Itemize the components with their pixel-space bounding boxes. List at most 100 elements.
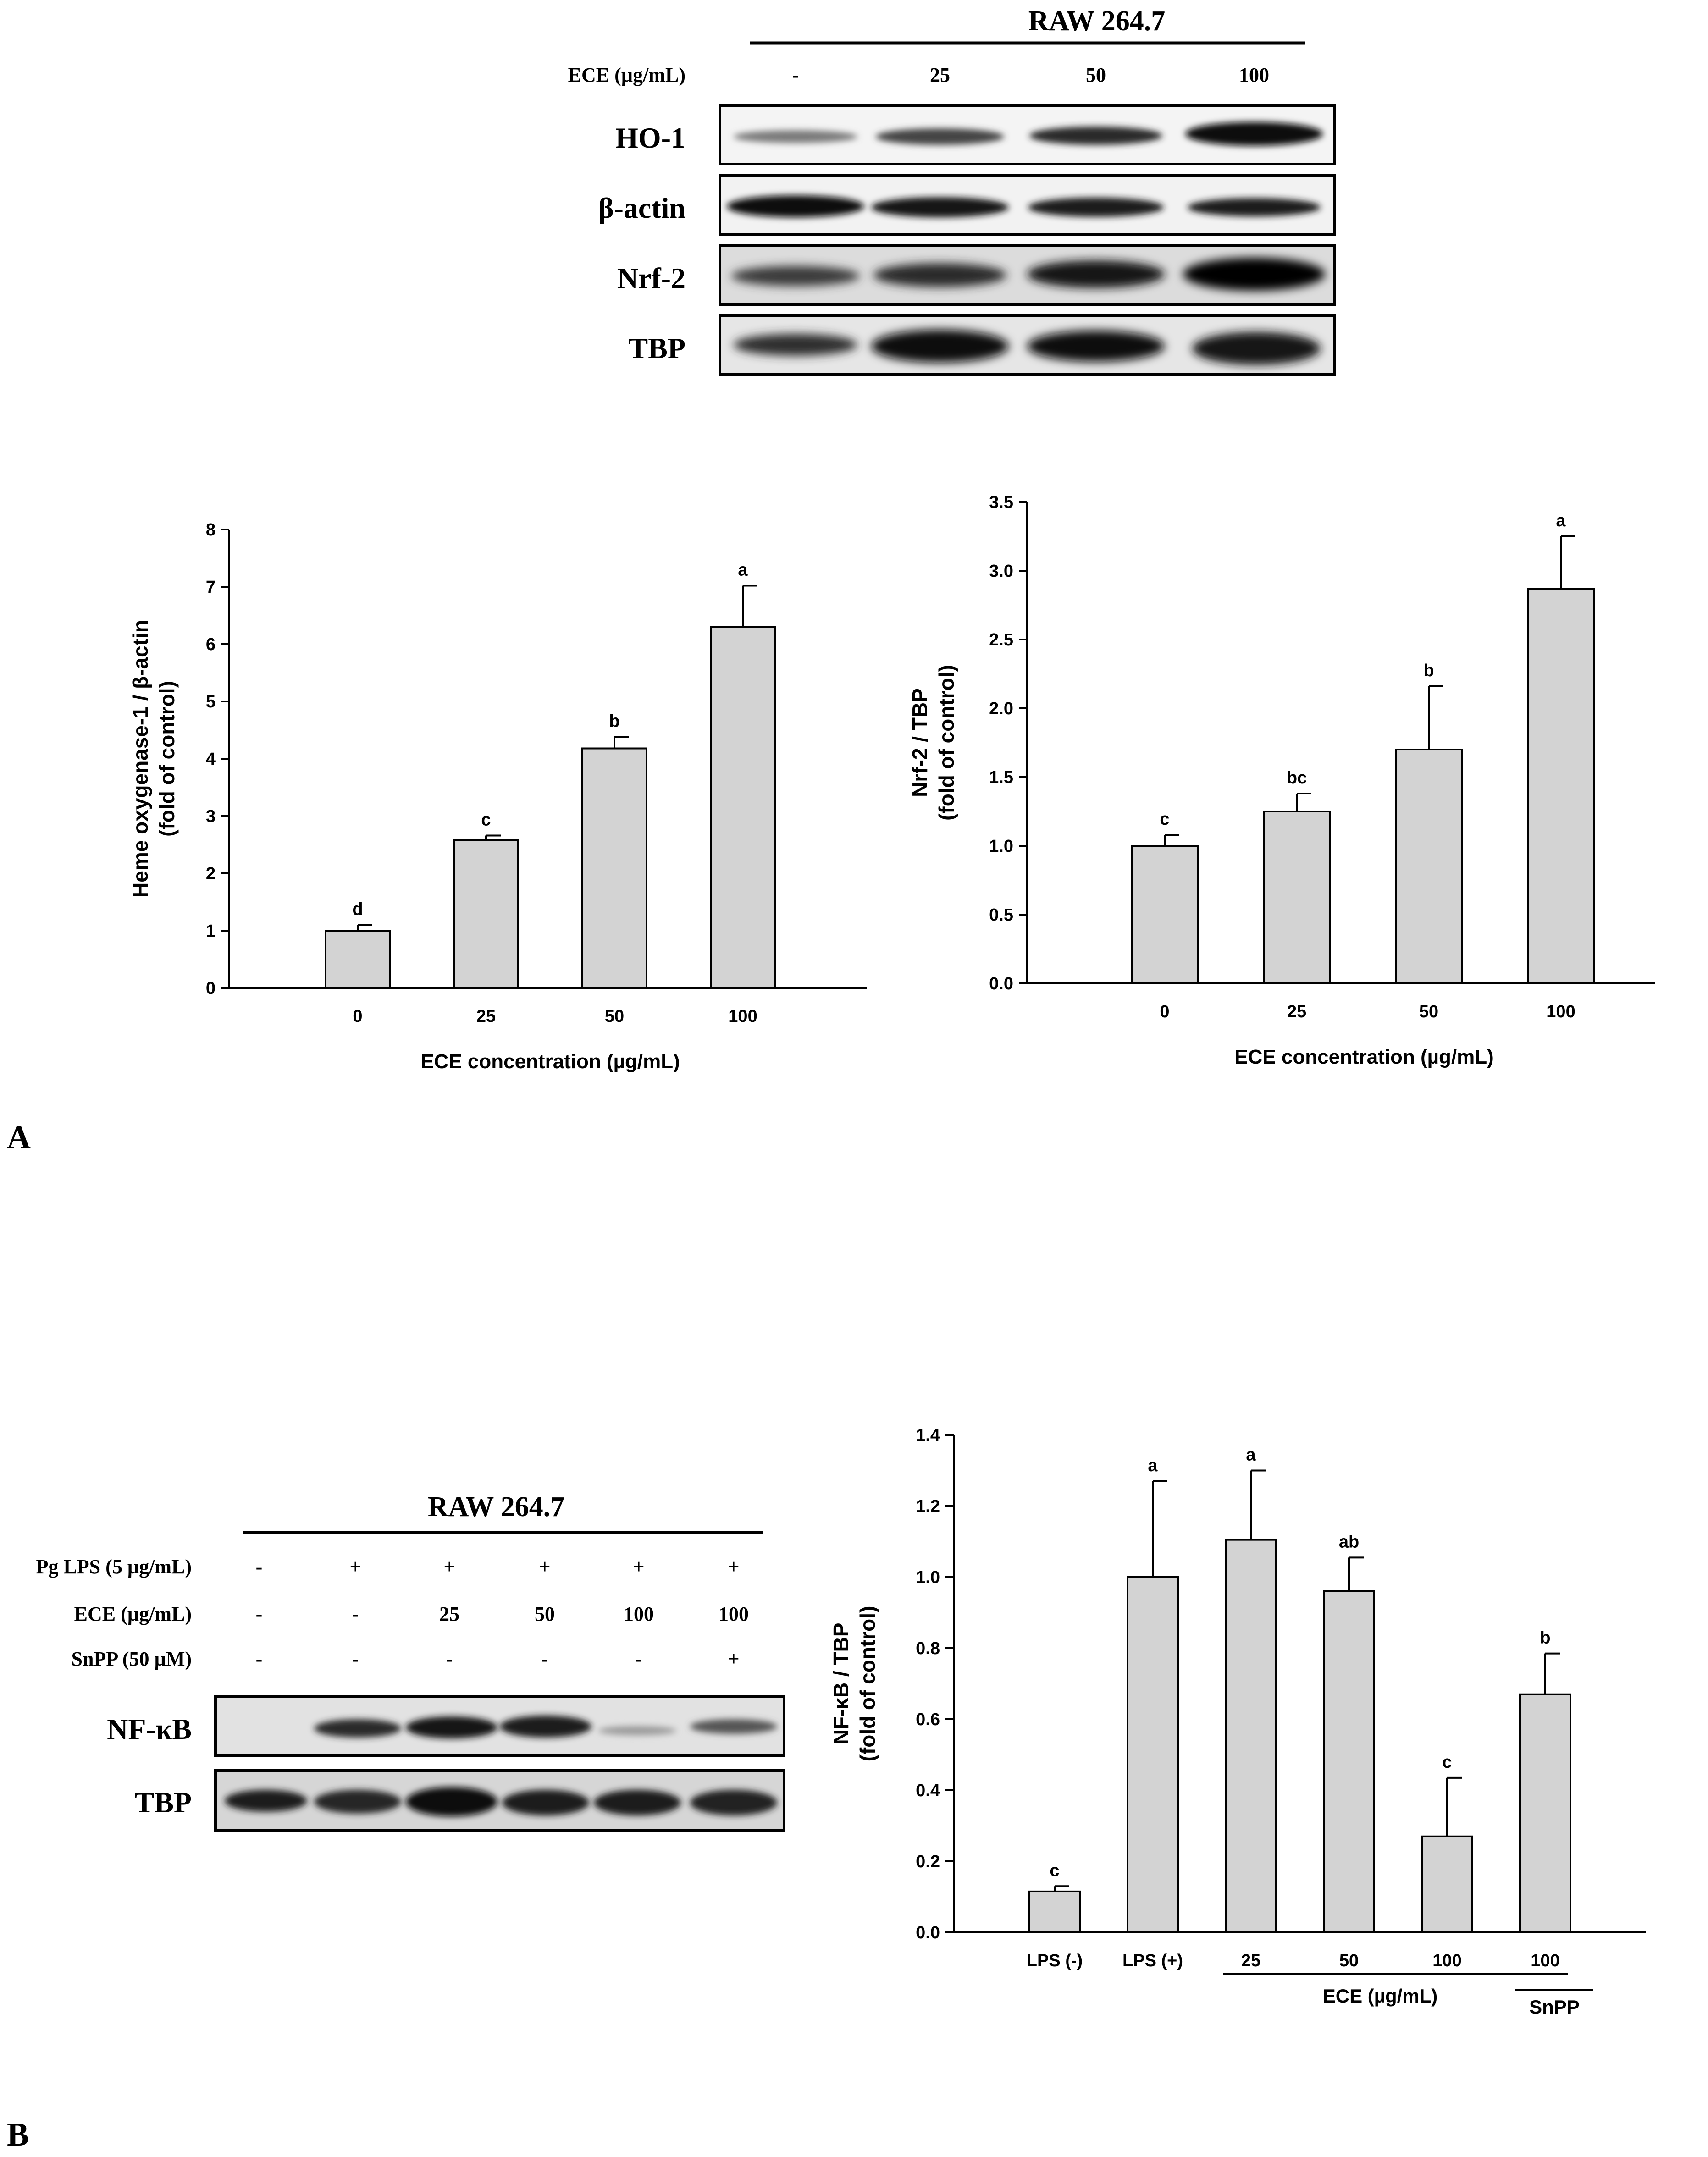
bar (453, 839, 519, 989)
significance-letter: b (1540, 1628, 1550, 1648)
band (1188, 198, 1321, 216)
y-tick-label: 1.0 (916, 1568, 940, 1587)
chart-ho1-beta-actin: 0 1 2 3 4 5 6 7 8 d 0 c 25 b 50 a 100 ECE concentration (… (128, 520, 867, 1073)
ece-group-label: ECE (µg/mL) (1323, 1985, 1438, 2007)
x-tick-label: 100 (728, 1007, 757, 1026)
blot-b-protein-label: TBP (135, 1786, 192, 1819)
blot-b-protein-labels: NF-κB TBP (107, 1713, 192, 1819)
blot-b-lane-value: - (636, 1648, 642, 1670)
blot-a-bands (727, 122, 1325, 365)
blot-b-tbp-membrane (214, 1769, 785, 1832)
blot-a-lane-label: 100 (1239, 64, 1269, 86)
x-tick-label: 25 (1241, 1951, 1260, 1970)
y-tick-label: 6 (206, 635, 216, 654)
chart-nrf2-tbp: 0.0 0.5 1.0 1.5 2.0 2.5 3.0 3.5 c 0 bc 25 b 50 a 100 ECE… (908, 493, 1655, 1068)
blot-a-cell-line: RAW 264.7 (1028, 6, 1166, 37)
significance-letter: d (352, 900, 363, 919)
significance-letter: a (1148, 1456, 1158, 1475)
y-tick-label: 7 (206, 578, 216, 597)
blot-b-lane-value: + (728, 1556, 739, 1578)
y-tick-label: 1.5 (989, 768, 1013, 787)
y-tick-label: 0.5 (989, 905, 1013, 925)
x-tick-label: 25 (476, 1007, 496, 1026)
significance-letter: bc (1287, 768, 1307, 788)
band (314, 1790, 401, 1814)
y-tick-label: 1.4 (916, 1426, 940, 1445)
blot-b-row-label: SnPP (50 µM) (72, 1648, 192, 1670)
blot-b: RAW 264.7 Pg LPS (5 µg/mL) - + + + + + ECE (µg/… (36, 1491, 785, 1832)
y-tick-label: 1.0 (989, 837, 1013, 856)
blot-b-lane-value: - (446, 1648, 453, 1670)
band (1192, 332, 1321, 365)
band (1027, 260, 1165, 288)
blot-a-protein-labels: HO-1 β-actin Nrf-2 TBP (598, 121, 685, 364)
significance-letter: b (1423, 661, 1434, 680)
blot-b-row-label: ECE (µg/mL) (74, 1603, 192, 1625)
x-tick-label: 50 (605, 1007, 624, 1026)
blot-b-lane-value: + (728, 1648, 739, 1670)
y-axis-label: Heme oxygenase-1 / β-actin (128, 620, 152, 898)
y-tick-label: 0.6 (916, 1710, 940, 1729)
bar (710, 626, 776, 989)
y-axis-label: (fold of control) (934, 665, 958, 821)
x-tick-label: 0 (353, 1007, 362, 1026)
band (1183, 258, 1325, 291)
x-tick-label: 50 (1339, 1951, 1359, 1970)
snpp-group-label: SnPP (1529, 1996, 1580, 2018)
significance-letter: b (609, 712, 619, 731)
bar (325, 930, 391, 989)
blot-b-cell-line: RAW 264.7 (428, 1491, 565, 1523)
chart-nfkb-tbp: 0.0 0.2 0.4 0.6 0.8 1.0 1.2 1.4 c LPS (-) a LPS (+)… (829, 1426, 1646, 2018)
blot-b-lane-value: - (256, 1648, 263, 1670)
y-tick-label: 0.4 (916, 1781, 940, 1800)
blot-b-treatment-rows: Pg LPS (5 µg/mL) - + + + + + ECE (µg/mL) - - 25 50 1… (36, 1556, 749, 1670)
blot-a-lane-label: - (792, 64, 799, 86)
band (1029, 127, 1162, 145)
band (690, 1719, 777, 1734)
blot-b-lane-value: - (256, 1603, 263, 1625)
band (734, 130, 857, 143)
band (502, 1790, 589, 1815)
x-tick-label: 100 (1432, 1951, 1461, 1970)
y-tick-label: 4 (206, 750, 216, 769)
blot-b-lane-value: + (633, 1556, 644, 1578)
blot-b-lane-value: - (352, 1648, 359, 1670)
bar (1263, 811, 1331, 984)
band (876, 128, 1004, 145)
y-tick-label: 3.0 (989, 562, 1013, 581)
y-tick-label: 5 (206, 692, 216, 712)
bar (1028, 1890, 1081, 1933)
x-tick-label: 100 (1531, 1951, 1559, 1970)
significance-letter: a (738, 561, 748, 580)
band (314, 1719, 401, 1738)
x-axis-label: ECE concentration (µg/mL) (420, 1050, 680, 1073)
blot-a-lane-label: 50 (1086, 64, 1106, 86)
x-axis-label: ECE concentration (µg/mL) (1234, 1046, 1494, 1068)
y-tick-label: 2.5 (989, 630, 1013, 650)
blot-b-lane-value: - (256, 1556, 263, 1578)
panel-label-a: A (7, 1119, 31, 1156)
band (873, 263, 1006, 287)
band (594, 1790, 681, 1815)
y-tick-label: 2.0 (989, 699, 1013, 718)
significance-letter: a (1246, 1445, 1256, 1465)
blot-a-lane-labels: - 25 50 100 (792, 64, 1269, 86)
blot-b-lane-value: + (443, 1556, 455, 1578)
y-tick-label: 1.2 (916, 1497, 940, 1516)
y-tick-label: 1 (206, 921, 216, 941)
x-tick-label: 50 (1419, 1002, 1438, 1021)
band (1027, 331, 1165, 362)
significance-letter: c (481, 811, 491, 830)
y-tick-label: 0.0 (916, 1923, 940, 1942)
significance-letter: c (1442, 1753, 1452, 1772)
blot-b-nfkb-membrane (214, 1695, 785, 1757)
band (690, 1790, 777, 1815)
y-tick-label: 0.2 (916, 1852, 940, 1871)
y-axis-label: (fold of control) (856, 1606, 879, 1762)
band (1185, 122, 1323, 146)
blot-b-lane-value: - (352, 1603, 359, 1625)
y-tick-label: 2 (206, 864, 216, 883)
x-tick-label: 100 (1546, 1002, 1575, 1021)
blot-a-protein-label: TBP (629, 332, 685, 364)
x-tick-label: LPS (+) (1122, 1951, 1183, 1970)
